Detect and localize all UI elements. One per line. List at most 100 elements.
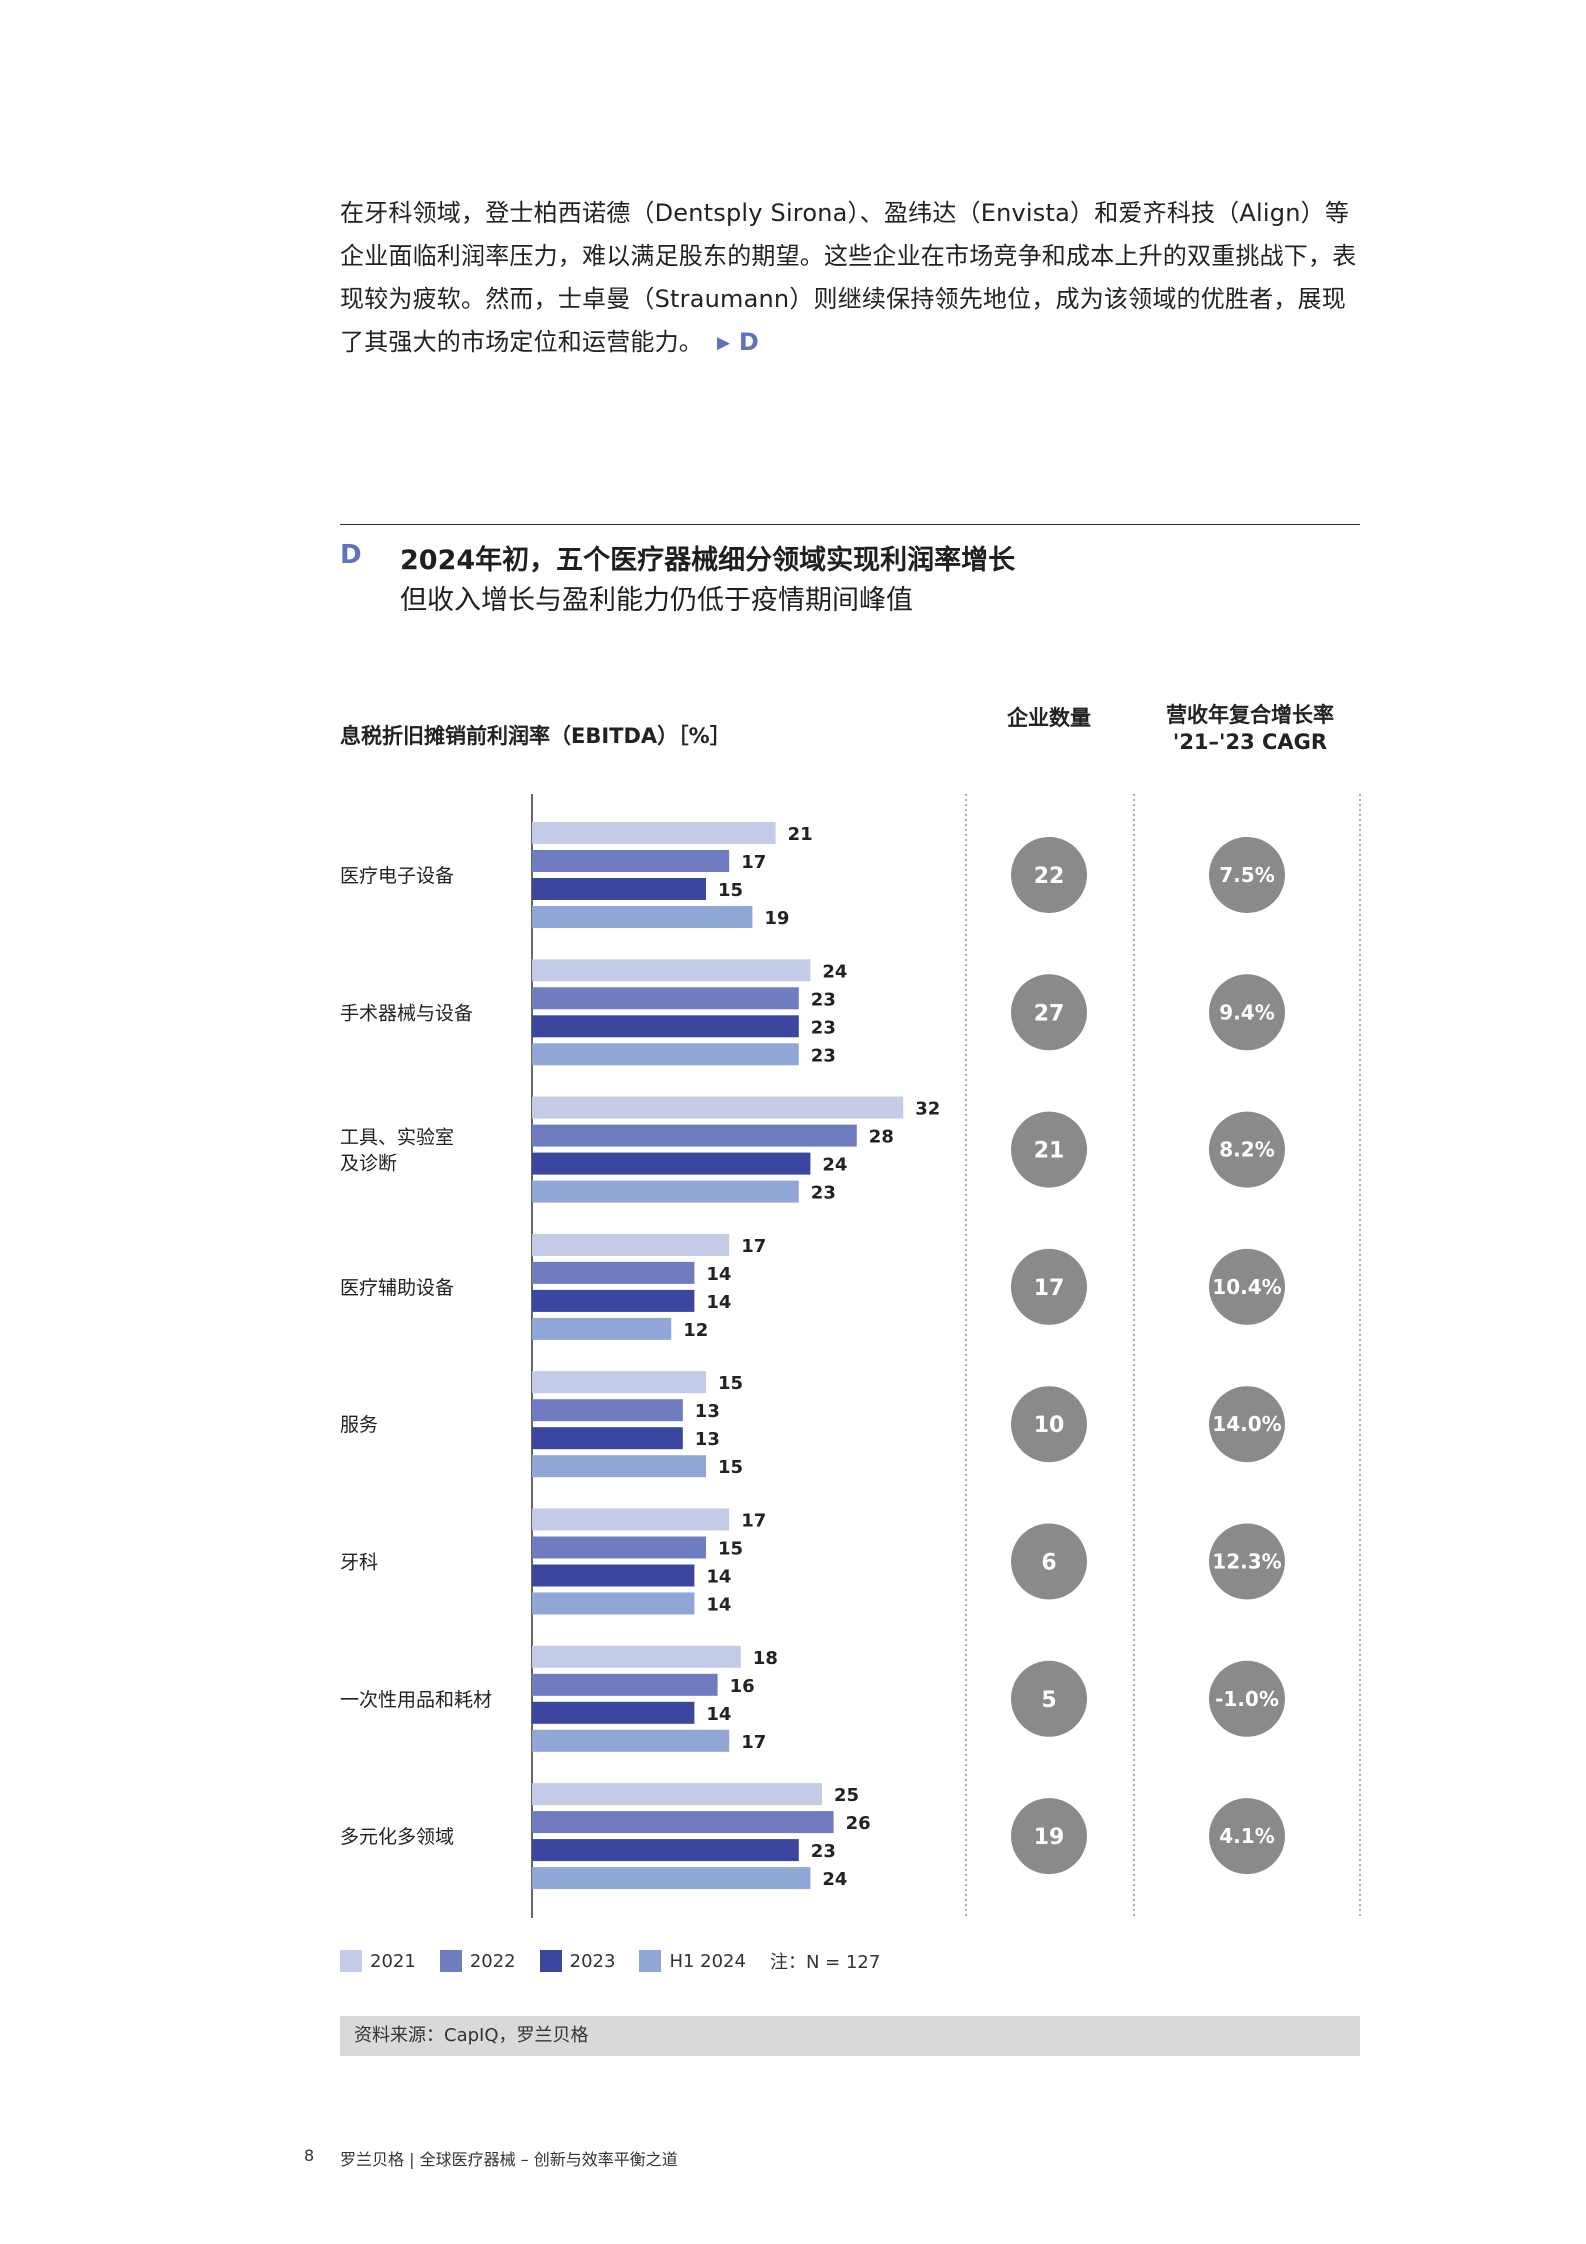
bar-value-label: 23 <box>811 1841 836 1862</box>
bar <box>532 1043 799 1066</box>
company-count-circle <box>1011 1111 1087 1188</box>
legend-label: 2021 <box>370 1950 416 1972</box>
legend-swatch-h1-2024 <box>639 1950 662 1972</box>
cagr-circle <box>1209 1248 1285 1325</box>
bar <box>532 1399 683 1422</box>
play-arrow-icon: ▶ <box>717 333 731 353</box>
bar-value-label: 26 <box>846 1813 871 1834</box>
bar <box>532 1673 718 1696</box>
figure-reference[interactable]: ▶ D <box>717 328 759 356</box>
legend-item: 2021 <box>340 1950 416 1972</box>
bar-value-label: 14 <box>706 1264 731 1285</box>
cagr-circle <box>1209 1798 1285 1875</box>
bar <box>532 1455 706 1478</box>
cagr-circle <box>1209 974 1285 1051</box>
bar-value-label: 15 <box>718 880 743 901</box>
legend-label: H1 2024 <box>669 1950 746 1972</box>
cagr-label: 14.0% <box>1212 1412 1281 1436</box>
company-count-column-header: 企业数量 <box>1007 706 1091 730</box>
figure-letter: D <box>340 540 362 570</box>
bar-value-label: 18 <box>753 1648 778 1669</box>
bar <box>532 878 706 900</box>
bar-value-label: 14 <box>706 1567 731 1588</box>
bar <box>532 1317 672 1340</box>
cagr-label: 8.2% <box>1219 1138 1274 1162</box>
company-count-circle <box>1011 974 1087 1051</box>
company-count-label: 6 <box>1041 1551 1056 1576</box>
bar-value-label: 17 <box>741 1236 766 1257</box>
bar-value-label: 23 <box>811 989 836 1010</box>
legend-swatch-2022 <box>439 1950 462 1972</box>
company-count-label: 21 <box>1034 1139 1065 1164</box>
bar-value-label: 23 <box>811 1183 836 1204</box>
legend-label: 2022 <box>469 1950 516 1972</box>
bar-value-label: 23 <box>811 1017 836 1038</box>
company-count-circle <box>1011 1798 1087 1875</box>
figure-title: 2024年初，五个医疗器械细分领域实现利润率增长 <box>400 545 1016 576</box>
bar-value-label: 17 <box>741 852 766 873</box>
page-number: 8 <box>304 2146 315 2165</box>
cagr-circle <box>1209 1386 1285 1463</box>
bar-value-label: 24 <box>822 1155 847 1176</box>
company-count-label: 19 <box>1034 1825 1065 1850</box>
bar <box>532 1508 730 1531</box>
cagr-label: 10.4% <box>1212 1275 1281 1299</box>
bar <box>532 959 811 982</box>
bar <box>532 1152 811 1175</box>
company-count-label: 17 <box>1034 1276 1065 1301</box>
bar <box>532 1124 857 1147</box>
bar <box>532 1180 799 1203</box>
bar <box>532 1867 811 1890</box>
bar-value-label: 24 <box>822 961 847 982</box>
cagr-label: 7.5% <box>1219 863 1274 887</box>
category-label: 工具、实验室 <box>340 1127 454 1149</box>
bar-value-label: 25 <box>834 1785 859 1806</box>
bar-value-label: 17 <box>741 1732 766 1753</box>
legend-label: 2023 <box>569 1950 616 1972</box>
bar <box>532 1536 706 1559</box>
category-label: 医疗辅助设备 <box>340 1277 454 1299</box>
legend-item: H1 2024 <box>639 1950 746 1972</box>
legend-swatch-2021 <box>340 1950 362 1972</box>
bar-value-label: 15 <box>718 1373 743 1394</box>
bar-value-label: 17 <box>741 1511 766 1532</box>
category-label: 及诊断 <box>340 1153 397 1175</box>
bar <box>532 1096 904 1119</box>
bar <box>532 1564 695 1587</box>
bar-value-label: 24 <box>822 1869 847 1890</box>
category-label: 牙科 <box>340 1552 378 1574</box>
cagr-circle <box>1209 1660 1285 1737</box>
footer-text: 罗兰贝格 | 全球医疗器械 – 创新与效率平衡之道 <box>340 2150 678 2169</box>
bar <box>532 1015 799 1038</box>
bar <box>532 1729 730 1752</box>
figure-top-rule <box>340 524 1360 525</box>
company-count-label: 10 <box>1034 1413 1065 1438</box>
category-label: 一次性用品和耗材 <box>340 1689 492 1711</box>
bar-value-label: 28 <box>869 1127 894 1148</box>
cagr-header-line1: 营收年复合增长率 <box>1166 703 1334 727</box>
bar <box>532 1427 683 1450</box>
company-count-circle <box>1011 1660 1087 1737</box>
cagr-column-header: 营收年复合增长率 '21–'23 CAGR <box>1130 702 1370 756</box>
legend-swatch-2023 <box>539 1950 562 1972</box>
bar-value-label: 13 <box>695 1401 720 1422</box>
category-label: 医疗电子设备 <box>340 865 454 887</box>
cagr-header-line2: '21–'23 CAGR <box>1172 730 1328 754</box>
category-label: 服务 <box>340 1414 378 1436</box>
company-count-circle <box>1011 1523 1087 1600</box>
bar <box>532 850 730 872</box>
bar <box>532 1371 706 1394</box>
legend-note: 注：N = 127 <box>769 1952 881 1973</box>
figure-subtitle: 但收入增长与盈利能力仍低于疫情期间峰值 <box>400 585 913 616</box>
company-count-label: 22 <box>1034 864 1065 889</box>
cagr-circle <box>1209 1523 1285 1600</box>
legend-item: 2022 <box>439 1950 516 1972</box>
bar-value-label: 14 <box>706 1595 731 1616</box>
cagr-label: 12.3% <box>1212 1550 1281 1574</box>
company-count-circle <box>1011 837 1087 913</box>
bar-value-label: 21 <box>788 824 813 845</box>
bar <box>532 987 799 1010</box>
figure-reference-letter: D <box>738 328 759 356</box>
company-count-circle <box>1011 1386 1087 1463</box>
category-label: 手术器械与设备 <box>340 1002 473 1024</box>
